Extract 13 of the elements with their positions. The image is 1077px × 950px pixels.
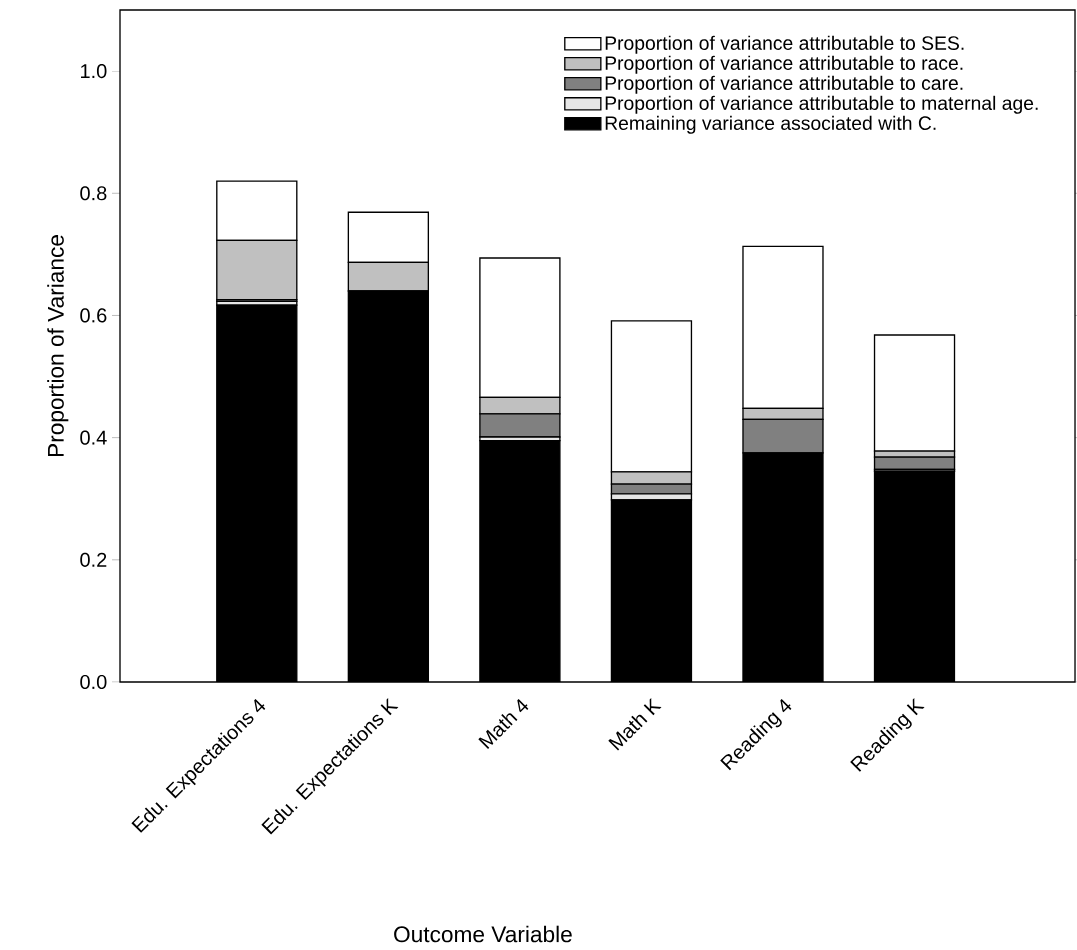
legend-label: Proportion of variance attributable to care. [605,75,963,94]
x-axis-title: Outcome Variable [394,925,572,943]
y-tick-label: 1.0 [81,64,107,79]
y-tick-label: 0.0 [80,674,107,690]
legend-label: Remaining variance associated with C. [605,115,936,134]
y-tick-label: 0.6 [80,308,107,323]
legend-label: Proportion of variance attributable to race. [605,55,963,74]
y-tick-label: 0.8 [80,186,107,201]
y-tick-label: 0.2 [80,552,107,567]
y-axis-title: Proportion of Variance [47,235,69,457]
legend-label: Proportion of variance attributable to maternal age. [605,95,1038,114]
legend-label: Proportion of variance attributable to SES. [605,35,964,54]
y-tick-label: 0.4 [80,430,107,445]
